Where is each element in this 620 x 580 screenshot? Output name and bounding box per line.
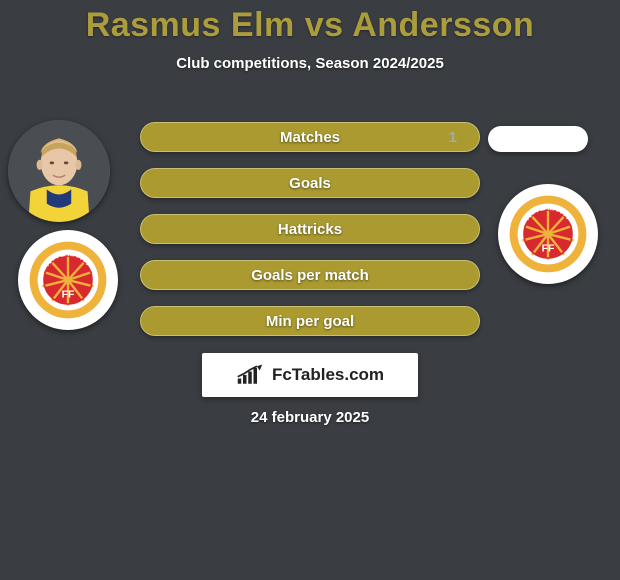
svg-text:FF: FF [542,244,555,255]
left-player-column: KALMAR FF [8,120,120,330]
kalmar-badge-icon: KALMAR FF [28,240,108,320]
stat-bar-hattricks: Hattricks [140,214,480,244]
stat-bar-goals-per-match: Goals per match [140,260,480,290]
brand-text: FcTables.com [272,365,384,385]
stats-bars: Matches 1 Goals Hattricks Goals per matc… [140,122,480,352]
stat-bar-min-per-goal: Min per goal [140,306,480,336]
player-silhouette-icon [8,120,110,222]
snapshot-date: 24 february 2025 [0,409,620,426]
brand-box: FcTables.com [202,353,418,397]
stat-right-value: 1 [449,129,457,146]
page-title: Rasmus Elm vs Andersson [0,0,620,45]
right-player-pill [488,126,588,152]
stat-label: Goals per match [251,267,369,284]
stat-label: Hattricks [278,221,342,238]
season-subtitle: Club competitions, Season 2024/2025 [0,55,620,72]
stat-bar-goals: Goals [140,168,480,198]
left-club-badge: KALMAR FF [18,230,118,330]
stat-label: Min per goal [266,313,354,330]
right-player-column: KALMAR FF [498,176,610,284]
kalmar-badge-icon: KALMAR FF [508,194,588,274]
left-player-photo [8,120,110,222]
stat-bar-matches: Matches 1 [140,122,480,152]
stat-label: Matches [280,129,340,146]
right-club-badge: KALMAR FF [498,184,598,284]
fctables-logo-icon [236,364,264,386]
comparison-card: Rasmus Elm vs Andersson Club competition… [0,0,620,580]
svg-text:FF: FF [62,290,75,301]
stat-label: Goals [289,175,331,192]
